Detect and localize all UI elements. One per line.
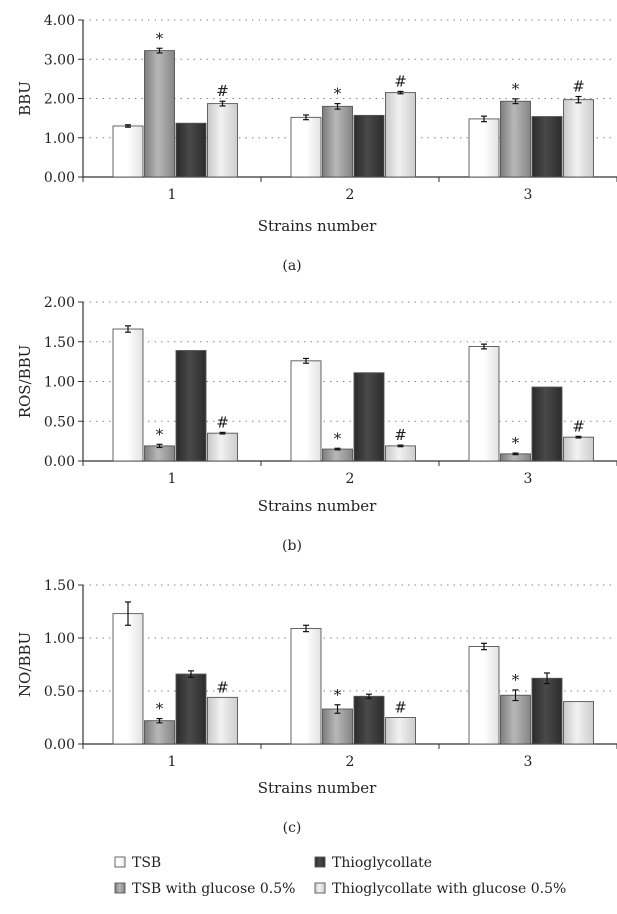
- y-tick-label: 1.50: [44, 335, 75, 351]
- y-tick-label: 2.00: [44, 295, 75, 311]
- y-tick-label: 0.00: [44, 454, 75, 470]
- significance-asterisk: *: [156, 29, 164, 47]
- bar-thioglycollate-glucose-strain-3: [563, 99, 594, 178]
- significance-hash: #: [216, 82, 229, 100]
- bar-thioglycollate-glucose-strain-2: [385, 445, 416, 462]
- bar-thioglycollate-strain-3: [531, 677, 563, 745]
- chart-panel-3: 0.00 0.50 1.00 1.50 1 2 3 * * * # # NO/BBU Strains nu…: [16, 578, 617, 836]
- significance-asterisk: *: [334, 429, 342, 447]
- bar-tsb-strain-1: [112, 125, 144, 178]
- significance-asterisk: *: [156, 425, 164, 443]
- bar-tsb-strain-2: [290, 360, 322, 462]
- x-tick-label: 3: [524, 754, 533, 770]
- significance-asterisk: *: [512, 80, 520, 98]
- significance-asterisk: *: [334, 85, 342, 103]
- bar-thioglycollate-strain-2: [353, 695, 385, 745]
- chart-panel-2: 0.00 0.50 1.00 1.50 2.00 1 2 3 * * * # # # ROS/BBU Stra…: [16, 295, 617, 554]
- x-tick-label: 3: [524, 471, 533, 487]
- bar-thioglycollate-glucose-strain-3: [563, 701, 594, 745]
- y-tick-label: 1.00: [44, 631, 75, 647]
- bar-tsb-strain-2: [290, 116, 322, 178]
- bar-tsb-glucose-strain-2: [322, 448, 353, 462]
- bar-thioglycollate-strain-1: [175, 122, 207, 178]
- bar-tsb-glucose-strain-1: [144, 50, 175, 178]
- significance-asterisk: *: [156, 700, 164, 718]
- panel-label: (c): [283, 820, 302, 836]
- bar-tsb-glucose-strain-3: [500, 694, 531, 745]
- legend-label-thioglycollate-glucose: Thioglycollate with glucose 0.5%: [332, 881, 566, 897]
- legend-swatch-tsb: [114, 856, 126, 868]
- x-axis-title: Strains number: [258, 779, 377, 797]
- bar-tsb-strain-1: [112, 613, 144, 745]
- legend-label-thioglycollate: Thioglycollate: [332, 855, 432, 871]
- x-tick-label: 1: [168, 471, 177, 487]
- bar-tsb-strain-2: [290, 628, 322, 745]
- x-tick-label: 2: [346, 187, 355, 203]
- significance-asterisk: *: [334, 686, 342, 704]
- bar-tsb-glucose-strain-2: [322, 105, 353, 178]
- x-axis-title: Strains number: [258, 217, 377, 235]
- x-tick-label: 2: [346, 471, 355, 487]
- bar-tsb-glucose-strain-1: [144, 720, 175, 745]
- panel-label: (a): [282, 258, 301, 274]
- bar-thioglycollate-glucose-strain-1: [207, 696, 238, 745]
- significance-asterisk: *: [512, 434, 520, 452]
- bar-thioglycollate-strain-3: [531, 386, 563, 462]
- bar-thioglycollate-strain-2: [353, 372, 385, 462]
- significance-hash: #: [216, 413, 229, 431]
- significance-hash: #: [572, 417, 585, 435]
- y-tick-label: 0.00: [44, 170, 75, 186]
- bar-thioglycollate-glucose-strain-2: [385, 717, 416, 745]
- y-tick-label: 1.00: [44, 131, 75, 147]
- bar-thioglycollate-strain-1: [175, 673, 207, 745]
- bar-tsb-glucose-strain-3: [500, 100, 531, 178]
- bar-thioglycollate-glucose-strain-1: [207, 432, 238, 462]
- bar-thioglycollate-glucose-strain-1: [207, 103, 238, 178]
- significance-asterisk: *: [512, 671, 520, 689]
- panel-label: (b): [282, 538, 302, 554]
- bar-thioglycollate-strain-3: [531, 116, 563, 178]
- bar-tsb-glucose-strain-2: [322, 708, 353, 745]
- legend-swatch-tsb-glucose: [114, 882, 126, 894]
- y-axis-title: ROS/BBU: [16, 345, 34, 419]
- bar-tsb-glucose-strain-1: [144, 445, 175, 462]
- significance-hash: #: [394, 72, 407, 90]
- significance-hash: #: [572, 78, 585, 96]
- significance-hash: #: [394, 699, 407, 717]
- chart-legend: TSB Thioglycollate TSB with glucose 0.5% Th…: [114, 855, 566, 897]
- bar-tsb-strain-3: [468, 118, 500, 178]
- x-tick-label: 3: [524, 187, 533, 203]
- bar-thioglycollate-strain-1: [175, 350, 207, 462]
- legend-swatch-thioglycollate-glucose: [314, 882, 326, 894]
- bar-tsb-strain-3: [468, 646, 500, 745]
- y-tick-label: 3.00: [44, 52, 75, 68]
- x-tick-label: 2: [346, 754, 355, 770]
- significance-hash: #: [216, 678, 229, 696]
- y-tick-label: 1.50: [44, 578, 75, 594]
- x-tick-label: 1: [168, 754, 177, 770]
- y-tick-label: 0.50: [44, 414, 75, 430]
- legend-swatch-thioglycollate: [314, 856, 326, 868]
- legend-label-tsb: TSB: [132, 855, 161, 871]
- x-tick-label: 1: [168, 187, 177, 203]
- y-tick-label: 0.50: [44, 684, 75, 700]
- y-tick-label: 0.00: [44, 737, 75, 753]
- y-tick-label: 4.00: [44, 13, 75, 29]
- bar-thioglycollate-glucose-strain-3: [563, 436, 594, 462]
- x-axis-title: Strains number: [258, 497, 377, 515]
- chart-panel-1: 0.00 1.00 2.00 3.00 4.00 1 2 3 * * * # # # BBU Strains …: [16, 13, 617, 274]
- legend-label-tsb-glucose: TSB with glucose 0.5%: [132, 881, 295, 897]
- bar-thioglycollate-glucose-strain-2: [385, 92, 416, 178]
- bar-tsb-strain-3: [468, 346, 500, 462]
- bar-thioglycollate-strain-2: [353, 114, 385, 178]
- y-tick-label: 1.00: [44, 375, 75, 391]
- bar-tsb-strain-1: [112, 328, 144, 462]
- y-tick-label: 2.00: [44, 92, 75, 108]
- y-axis-title: BBU: [16, 81, 34, 116]
- significance-hash: #: [394, 426, 407, 444]
- y-axis-title: NO/BBU: [16, 632, 34, 697]
